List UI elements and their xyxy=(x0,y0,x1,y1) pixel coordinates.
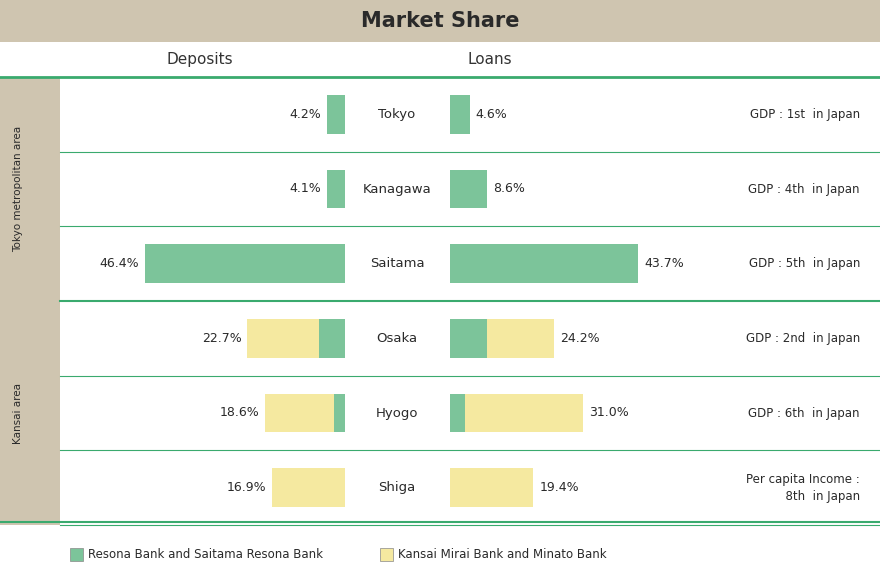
Bar xyxy=(265,394,334,433)
Text: 4.6%: 4.6% xyxy=(476,108,508,121)
Bar xyxy=(145,244,345,283)
Text: 4.1%: 4.1% xyxy=(290,183,321,195)
Text: 24.2%: 24.2% xyxy=(560,332,599,345)
Bar xyxy=(487,319,554,358)
Bar xyxy=(380,548,393,561)
Bar xyxy=(0,0,880,42)
Bar xyxy=(465,394,583,433)
Text: Osaka: Osaka xyxy=(377,332,418,345)
Bar xyxy=(450,169,487,208)
Text: GDP : 2nd  in Japan: GDP : 2nd in Japan xyxy=(745,332,860,345)
Bar xyxy=(450,468,533,507)
Bar xyxy=(450,394,465,433)
Text: Kansai Mirai Bank and Minato Bank: Kansai Mirai Bank and Minato Bank xyxy=(398,548,606,561)
Bar xyxy=(450,319,487,358)
Text: 18.6%: 18.6% xyxy=(219,407,259,419)
Text: Kansai area: Kansai area xyxy=(13,382,23,444)
Text: 31.0%: 31.0% xyxy=(590,407,629,419)
Text: 4.2%: 4.2% xyxy=(290,108,321,121)
Bar xyxy=(334,394,345,433)
Bar xyxy=(327,95,345,134)
Text: Resona Bank and Saitama Resona Bank: Resona Bank and Saitama Resona Bank xyxy=(88,548,323,561)
Text: Tokyo: Tokyo xyxy=(378,108,415,121)
Bar xyxy=(327,169,345,208)
Text: GDP : 1st  in Japan: GDP : 1st in Japan xyxy=(750,108,860,121)
Text: Saitama: Saitama xyxy=(370,257,424,270)
Bar xyxy=(70,548,83,561)
Text: 16.9%: 16.9% xyxy=(227,481,267,494)
Text: Tokyo metropolitan area: Tokyo metropolitan area xyxy=(13,126,23,252)
Text: 22.7%: 22.7% xyxy=(202,332,241,345)
Text: Per capita Income :
  8th  in Japan: Per capita Income : 8th in Japan xyxy=(746,473,860,503)
Text: 19.4%: 19.4% xyxy=(539,481,579,494)
Bar xyxy=(272,468,345,507)
Bar xyxy=(450,244,638,283)
Text: GDP : 4th  in Japan: GDP : 4th in Japan xyxy=(749,183,860,195)
Text: 43.7%: 43.7% xyxy=(644,257,684,270)
Text: 46.4%: 46.4% xyxy=(99,257,139,270)
Bar xyxy=(0,77,60,301)
Text: Kanagawa: Kanagawa xyxy=(363,183,431,195)
Text: GDP : 5th  in Japan: GDP : 5th in Japan xyxy=(749,257,860,270)
Bar xyxy=(0,301,60,525)
Bar xyxy=(319,319,345,358)
Text: Hyogo: Hyogo xyxy=(376,407,418,419)
Text: Market Share: Market Share xyxy=(361,11,519,31)
Bar xyxy=(247,319,319,358)
Text: 8.6%: 8.6% xyxy=(493,183,524,195)
Text: Loans: Loans xyxy=(467,52,512,67)
Text: GDP : 6th  in Japan: GDP : 6th in Japan xyxy=(749,407,860,419)
Bar xyxy=(450,95,470,134)
Text: Shiga: Shiga xyxy=(378,481,415,494)
Text: Deposits: Deposits xyxy=(166,52,233,67)
